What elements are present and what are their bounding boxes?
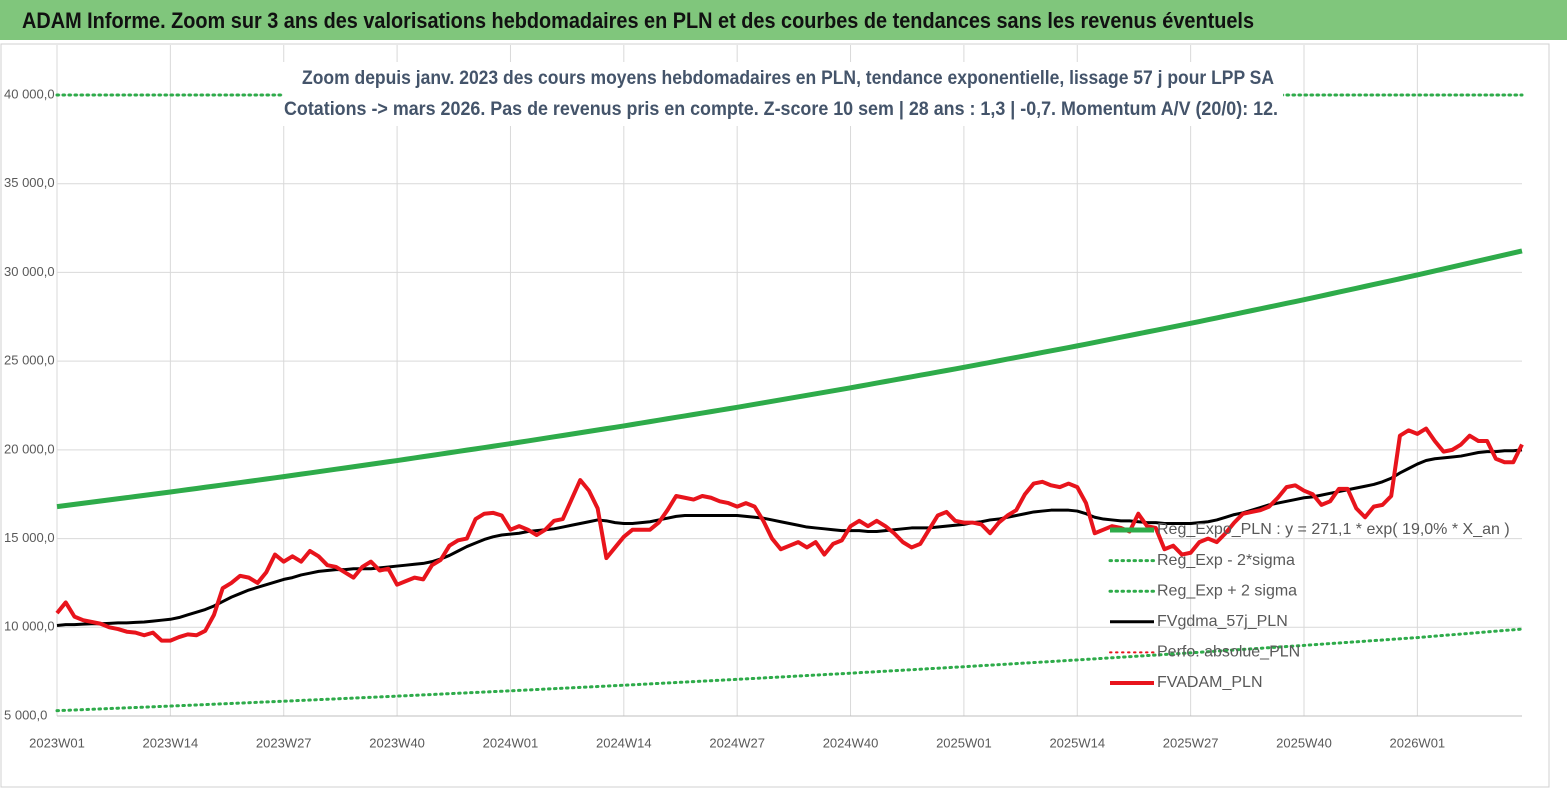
legend-label: Reg_Expo_PLN : y = 271,1 * exp( 19,0% * …	[1157, 521, 1510, 538]
series-line	[55, 627, 1524, 713]
series-line	[55, 426, 1524, 643]
y-tick-label: 5 000,0	[4, 707, 47, 722]
legend-label: Perfo. absolue_PLN	[1157, 644, 1300, 661]
header-bar	[0, 0, 1567, 40]
subtitle: Cotations -> mars 2026. Pas de revenus p…	[284, 99, 1278, 120]
x-tick-label: 2023W14	[143, 735, 199, 750]
x-tick-label: 2025W40	[1276, 735, 1332, 750]
x-tick-label: 2023W27	[256, 735, 312, 750]
x-tick-label: 2024W01	[483, 735, 539, 750]
y-tick-label: 10 000,0	[4, 619, 55, 634]
y-tick-label: 40 000,0	[4, 86, 55, 101]
x-tick-label: 2023W01	[29, 735, 85, 750]
x-tick-label: 2024W14	[596, 735, 652, 750]
legend-label: FVgdma_57j_PLN	[1157, 613, 1288, 630]
x-tick-label: 2025W01	[936, 735, 992, 750]
legend-label: FVADAM_PLN	[1157, 674, 1263, 691]
x-tick-label: 2024W40	[823, 735, 879, 750]
chart-frame	[0, 43, 1550, 788]
y-tick-label: 25 000,0	[4, 353, 55, 368]
legend: Reg_Expo_PLN : y = 271,1 * exp( 19,0% * …	[1108, 521, 1510, 691]
y-tick-label: 35 000,0	[4, 175, 55, 190]
page-title: ADAM Informe. Zoom sur 3 ans des valoris…	[22, 8, 1254, 33]
y-tick-label: 30 000,0	[4, 264, 55, 279]
plot-area: 5 000,0 10 000,0 15 000,0 20 000,0 25 000,0 3…	[4, 45, 1524, 750]
x-tick-label: 2025W27	[1163, 735, 1219, 750]
y-tick-label: 20 000,0	[4, 441, 55, 456]
subtitle: Zoom depuis janv. 2023 des cours moyens …	[302, 68, 1274, 89]
x-tick-label: 2024W27	[709, 735, 765, 750]
x-tick-label: 2026W01	[1390, 735, 1446, 750]
subtitle-backdrop	[283, 62, 1283, 126]
series-line	[56, 448, 1523, 628]
x-tick-label: 2023W40	[369, 735, 425, 750]
legend-label: Reg_Exp - 2*sigma	[1157, 552, 1295, 569]
legend-label: Reg_Exp + 2 sigma	[1157, 582, 1297, 599]
series-line	[56, 248, 1523, 510]
x-tick-label: 2025W14	[1049, 735, 1105, 750]
y-tick-label: 15 000,0	[4, 530, 55, 545]
